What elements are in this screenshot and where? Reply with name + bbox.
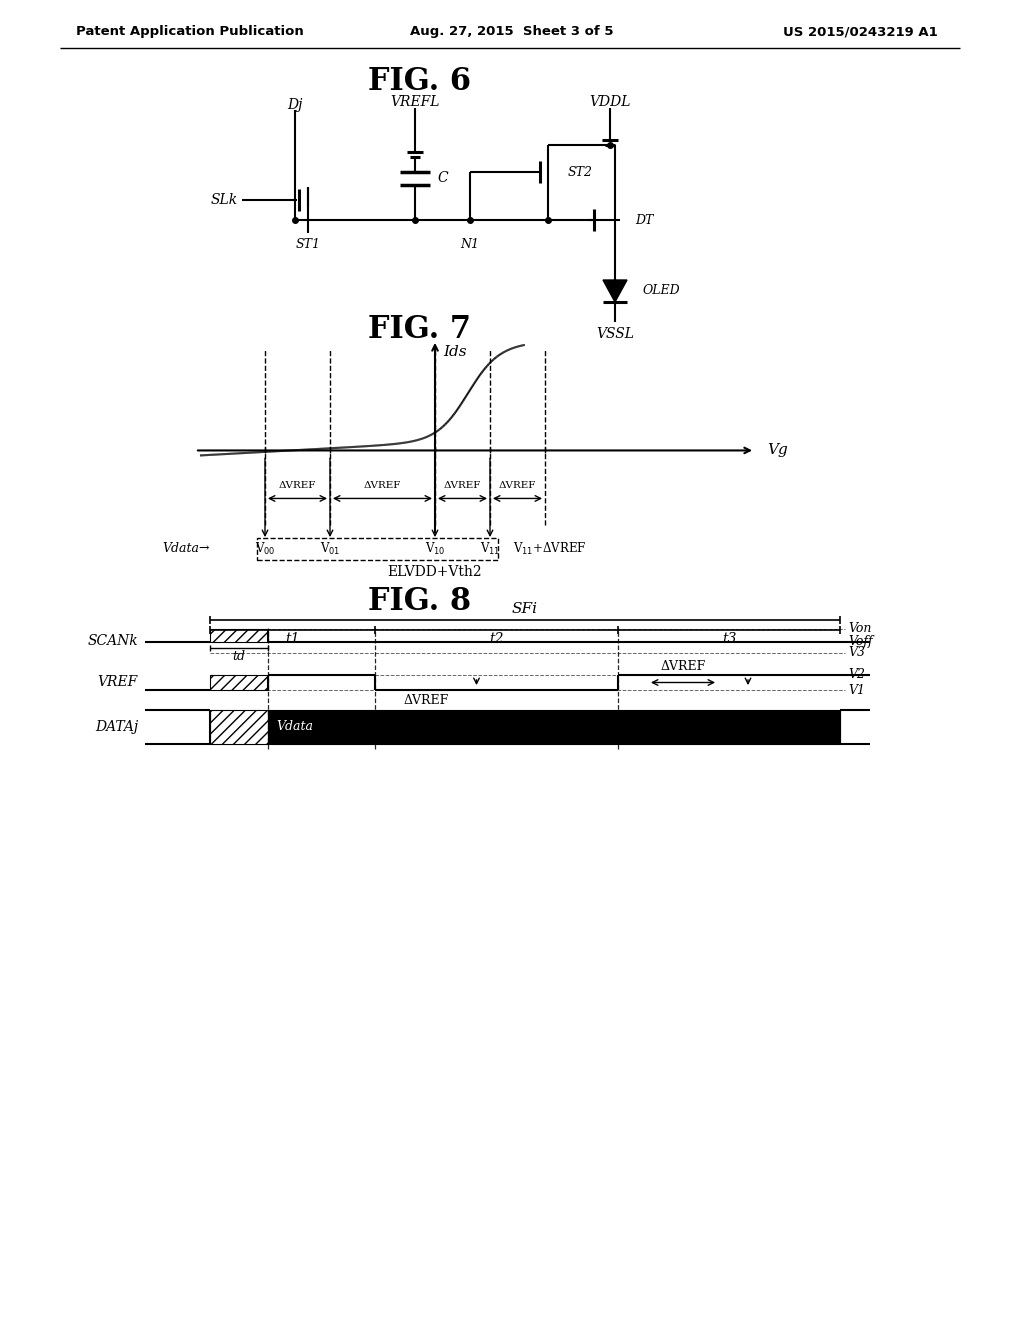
Text: VREFL: VREFL xyxy=(390,95,439,110)
Text: SFi: SFi xyxy=(512,602,538,616)
Text: C: C xyxy=(437,172,447,186)
Text: VREF: VREF xyxy=(97,676,138,689)
Text: DATAj: DATAj xyxy=(95,719,138,734)
Text: SCANk: SCANk xyxy=(87,634,138,648)
Text: Vdata: Vdata xyxy=(276,721,313,734)
Text: V1: V1 xyxy=(848,684,865,697)
Text: ST2: ST2 xyxy=(568,165,593,178)
Text: US 2015/0243219 A1: US 2015/0243219 A1 xyxy=(782,25,937,38)
Text: t3: t3 xyxy=(722,632,736,645)
Polygon shape xyxy=(603,280,627,302)
Text: V2: V2 xyxy=(848,668,865,681)
Text: ΔVREF: ΔVREF xyxy=(279,480,316,490)
Text: V$_{11}$+ΔVREF: V$_{11}$+ΔVREF xyxy=(513,541,587,557)
Text: t1: t1 xyxy=(286,632,300,645)
Text: FIG. 8: FIG. 8 xyxy=(369,586,472,618)
Text: Vdata→: Vdata→ xyxy=(163,543,210,556)
Text: t2: t2 xyxy=(489,632,504,645)
Text: VSSL: VSSL xyxy=(596,327,634,341)
Text: N1: N1 xyxy=(461,238,479,251)
Text: Voff: Voff xyxy=(848,635,872,648)
Text: VDDL: VDDL xyxy=(589,95,631,110)
Bar xyxy=(268,710,840,744)
Text: V3: V3 xyxy=(848,647,865,660)
Text: SLk: SLk xyxy=(211,193,238,207)
Bar xyxy=(210,710,268,744)
Text: FIG. 7: FIG. 7 xyxy=(369,314,471,346)
Text: Dj: Dj xyxy=(288,98,303,112)
Text: ΔVREF: ΔVREF xyxy=(403,693,449,706)
Text: ΔVREF: ΔVREF xyxy=(364,480,401,490)
Text: ST1: ST1 xyxy=(296,238,321,251)
Text: FIG. 6: FIG. 6 xyxy=(369,66,471,98)
Text: ELVDD+Vth2: ELVDD+Vth2 xyxy=(388,565,482,579)
Text: OLED: OLED xyxy=(643,285,681,297)
Bar xyxy=(210,675,268,690)
Text: DT: DT xyxy=(635,214,653,227)
Text: Vg: Vg xyxy=(767,444,787,458)
Text: ΔVREF: ΔVREF xyxy=(443,480,481,490)
Bar xyxy=(210,630,268,642)
Text: Patent Application Publication: Patent Application Publication xyxy=(76,25,304,38)
Text: Aug. 27, 2015  Sheet 3 of 5: Aug. 27, 2015 Sheet 3 of 5 xyxy=(411,25,613,38)
Text: td: td xyxy=(232,649,246,663)
Text: V$_{11}$: V$_{11}$ xyxy=(480,541,500,557)
Text: Von: Von xyxy=(848,623,871,635)
Text: V$_{10}$: V$_{10}$ xyxy=(425,541,445,557)
Text: Ids: Ids xyxy=(443,345,467,359)
Text: ΔVREF: ΔVREF xyxy=(660,660,706,673)
Text: V$_{00}$: V$_{00}$ xyxy=(255,541,275,557)
Text: V$_{01}$: V$_{01}$ xyxy=(319,541,340,557)
Text: ΔVREF: ΔVREF xyxy=(499,480,537,490)
Bar xyxy=(257,539,498,560)
